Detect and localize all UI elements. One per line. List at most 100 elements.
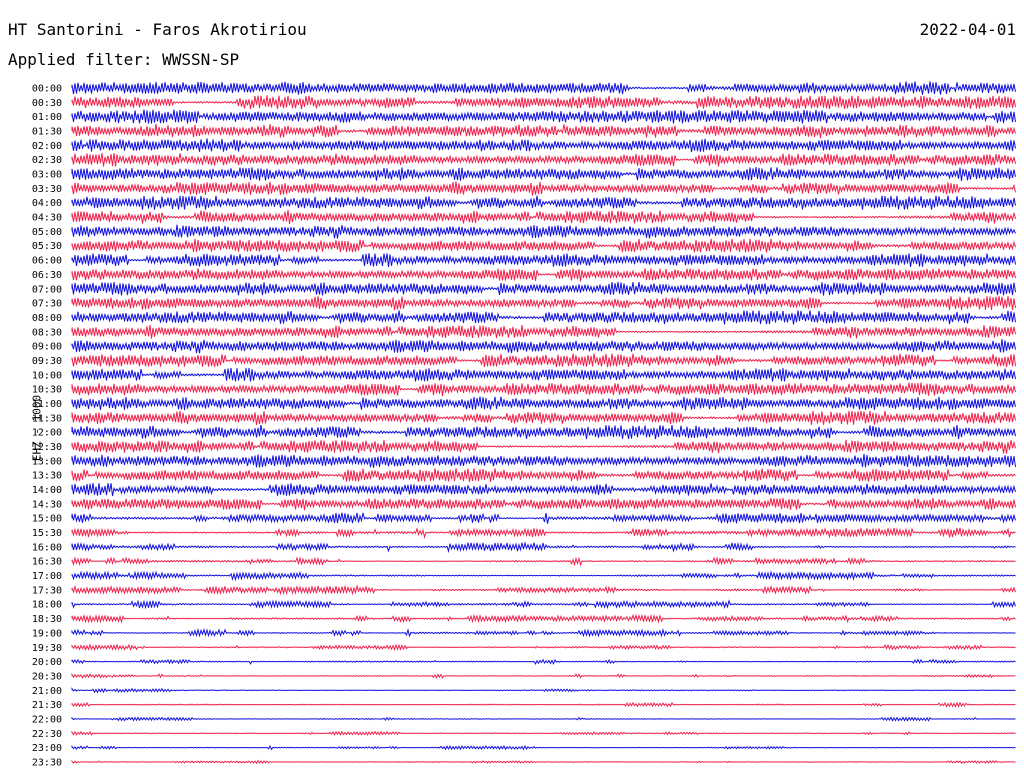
row-time-label: 09:00 [32, 342, 62, 353]
trace-row [71, 396, 1016, 411]
row-time-label: 07:00 [32, 284, 62, 295]
row-time-label: 02:00 [32, 141, 62, 152]
trace-row [71, 296, 1016, 311]
trace-row [71, 382, 1016, 397]
trace-row [71, 195, 1016, 210]
trace-row [71, 701, 1016, 708]
row-time-label: 22:00 [32, 714, 62, 725]
row-time-label: 23:30 [32, 757, 62, 768]
trace-row [71, 570, 1016, 582]
row-time-label: 23:00 [32, 743, 62, 754]
trace-row [71, 672, 1016, 679]
row-time-label: 01:00 [32, 112, 62, 123]
trace-row [71, 453, 1016, 468]
row-time-label: 22:30 [32, 729, 62, 740]
trace-row [71, 627, 1016, 638]
trace-row [71, 253, 1016, 267]
trace-row [71, 658, 1016, 665]
trace-row [71, 281, 1016, 296]
row-time-label: 18:00 [32, 600, 62, 611]
row-time-label: 00:30 [32, 98, 62, 109]
trace-row [71, 439, 1016, 454]
trace-row [71, 353, 1016, 368]
row-time-label: 17:00 [32, 571, 62, 582]
row-time-label: 13:30 [32, 471, 62, 482]
row-time-label: 14:30 [32, 499, 62, 510]
row-time-label: 04:30 [32, 213, 62, 224]
row-time-label: 03:00 [32, 170, 62, 181]
row-time-label: 12:30 [32, 442, 62, 453]
row-time-label: 15:30 [32, 528, 62, 539]
row-time-label: 21:30 [32, 700, 62, 711]
row-time-label: 08:30 [32, 327, 62, 338]
trace-row [71, 339, 1016, 354]
row-time-label: 18:30 [32, 614, 62, 625]
row-time-label: 01:30 [32, 127, 62, 138]
trace-row [71, 468, 1016, 482]
trace-row [71, 643, 1016, 652]
row-time-label: 04:00 [32, 198, 62, 209]
trace-row [71, 209, 1016, 224]
row-time-label: 10:30 [32, 385, 62, 396]
trace-row [71, 759, 1016, 765]
trace-row [71, 81, 1016, 95]
row-time-label: 00:00 [32, 84, 62, 95]
trace-row [71, 584, 1016, 596]
trace-row [71, 310, 1016, 325]
row-time-label: 16:00 [32, 542, 62, 553]
trace-row [71, 512, 1016, 524]
trace-row [71, 153, 1016, 167]
row-time-label: 09:30 [32, 356, 62, 367]
trace-row [71, 541, 1016, 554]
trace-row [71, 268, 1016, 282]
row-time-label: 02:30 [32, 155, 62, 166]
row-time-label: 16:30 [32, 557, 62, 568]
trace-row [71, 744, 1016, 751]
row-time-label: 20:00 [32, 657, 62, 668]
row-time-label: 11:00 [32, 399, 62, 410]
row-time-label: 07:30 [32, 299, 62, 310]
row-time-label: 05:30 [32, 241, 62, 252]
date-label: 2022-04-01 [919, 20, 1016, 39]
trace-row [71, 123, 1016, 139]
trace-row [71, 613, 1016, 624]
trace-row [71, 238, 1016, 253]
row-time-label: 15:00 [32, 514, 62, 525]
trace-row [71, 95, 1016, 110]
trace-row [71, 410, 1016, 425]
row-time-label: 19:00 [32, 628, 62, 639]
filter-label: Applied filter: WWSSN-SP [8, 50, 240, 69]
trace-row [71, 109, 1016, 124]
row-time-label: 14:00 [32, 485, 62, 496]
trace-row [71, 138, 1016, 152]
row-time-label: 11:30 [32, 413, 62, 424]
trace-row [71, 527, 1016, 540]
station-title: HT Santorini - Faros Akrotiriou [8, 20, 307, 39]
row-time-label: 08:00 [32, 313, 62, 324]
row-time-label: 21:00 [32, 686, 62, 697]
row-time-label: 03:30 [32, 184, 62, 195]
row-time-label: 19:30 [32, 643, 62, 654]
trace-row [71, 599, 1016, 610]
row-time-label: 05:00 [32, 227, 62, 238]
row-time-label: 17:30 [32, 585, 62, 596]
trace-row [71, 167, 1016, 181]
trace-row [71, 716, 1016, 722]
row-time-label: 20:30 [32, 671, 62, 682]
trace-row [71, 425, 1016, 440]
trace-row [71, 483, 1016, 497]
trace-row [71, 181, 1016, 196]
trace-row [71, 556, 1016, 567]
row-time-label: 06:30 [32, 270, 62, 281]
trace-row [71, 497, 1016, 511]
trace-row [71, 224, 1016, 239]
trace-row [71, 324, 1016, 339]
trace-row [71, 367, 1016, 382]
row-time-label: 10:00 [32, 370, 62, 381]
trace-row [71, 687, 1016, 694]
row-time-label: 12:00 [32, 428, 62, 439]
trace-row [71, 730, 1016, 737]
row-time-label: 13:00 [32, 456, 62, 467]
row-time-label: 06:00 [32, 256, 62, 267]
